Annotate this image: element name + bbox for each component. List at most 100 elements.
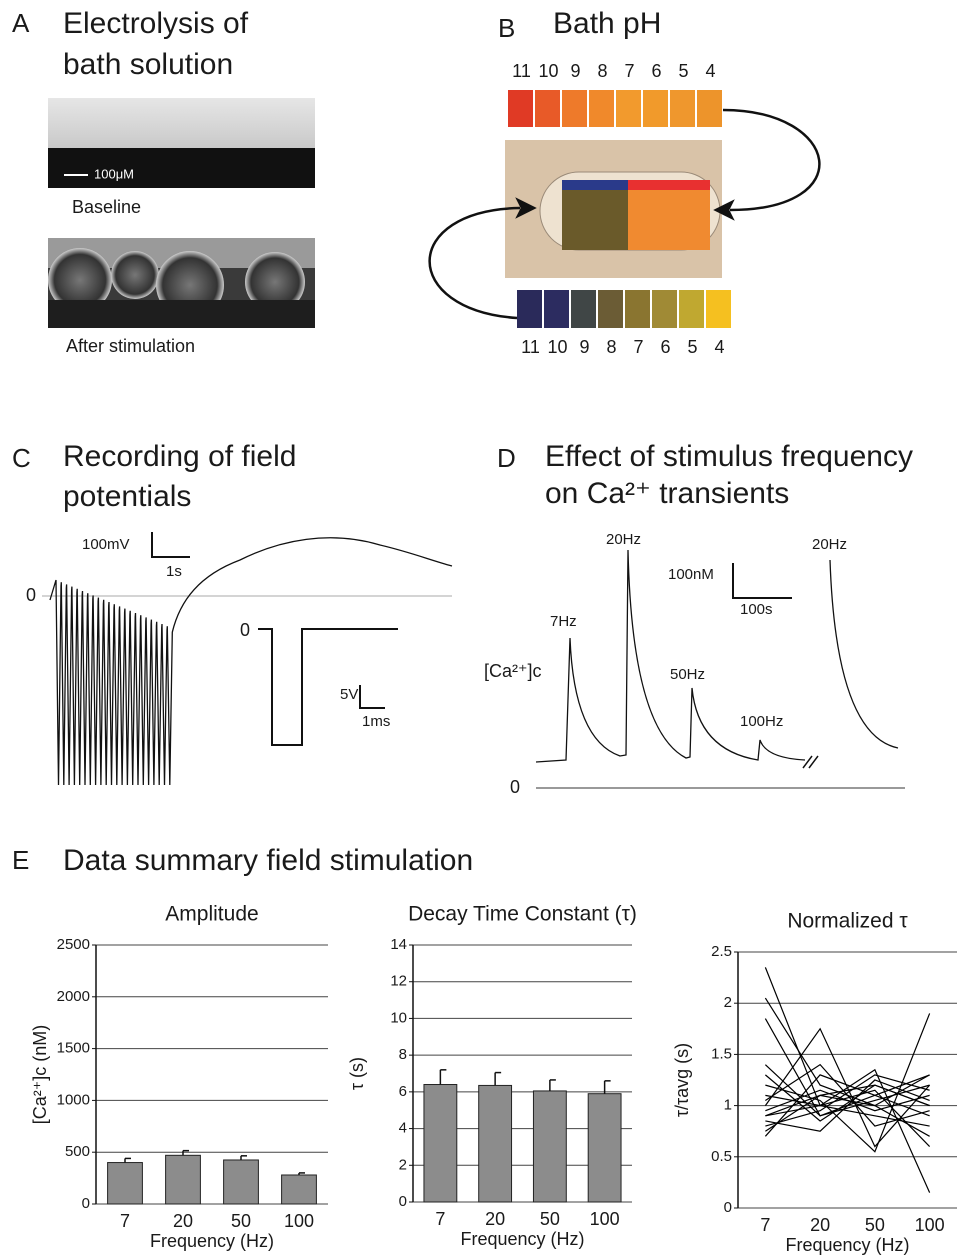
ph-swatch xyxy=(652,290,677,328)
scale-bar-label: 100nM xyxy=(668,566,714,583)
bar xyxy=(223,1159,259,1205)
y-tick-label: 2.5 xyxy=(711,943,732,960)
series-line xyxy=(764,1074,930,1137)
ph-swatch xyxy=(616,90,641,127)
y-tick-label: 10 xyxy=(390,1009,407,1026)
panel-letter: D xyxy=(497,443,516,473)
field-potential-trace xyxy=(49,537,453,786)
panel-title: bath solution xyxy=(63,48,233,81)
ph-swatch xyxy=(562,90,587,127)
ph-label: 9 xyxy=(570,61,580,81)
x-tick-label: 100 xyxy=(590,1209,620,1229)
ph-swatch xyxy=(517,290,542,328)
panel-title: on Ca²⁺ transients xyxy=(545,477,789,510)
y-tick-label: 14 xyxy=(390,936,407,953)
bar xyxy=(532,1090,567,1203)
x-axis-label: Frequency (Hz) xyxy=(460,1229,584,1249)
panel-letter: C xyxy=(12,443,31,473)
ph-swatch xyxy=(679,290,704,328)
ph-label: 5 xyxy=(678,61,688,81)
peak-label: 100Hz xyxy=(740,713,783,730)
panel-letter: B xyxy=(498,13,515,43)
scale-bar xyxy=(151,532,190,558)
peak-label: 50Hz xyxy=(670,666,705,683)
series-line xyxy=(764,1018,930,1117)
peak-label: 7Hz xyxy=(550,613,577,630)
chart-title: Normalized τ xyxy=(787,910,908,933)
ph-label: 8 xyxy=(597,61,607,81)
ph-swatch xyxy=(535,90,560,127)
ph-label: 10 xyxy=(538,61,558,81)
stimulus-trace xyxy=(258,628,398,746)
ph-label: 8 xyxy=(606,337,616,357)
bar xyxy=(587,1093,622,1203)
photo-after xyxy=(48,238,315,328)
x-tick-label: 50 xyxy=(540,1209,560,1229)
x-tick-label: 20 xyxy=(173,1211,193,1231)
y-axis-label: τ (s) xyxy=(347,1057,367,1090)
y-tick-label: 0 xyxy=(399,1193,407,1210)
y-label: [Ca²⁺]c xyxy=(484,661,542,681)
panel-title: Data summary field stimulation xyxy=(63,844,473,877)
peak-label: 20Hz xyxy=(812,536,847,553)
x-tick-label: 7 xyxy=(435,1209,445,1229)
x-tick-label: 20 xyxy=(485,1209,505,1229)
caption: Baseline xyxy=(72,197,141,217)
arrows xyxy=(428,108,821,320)
ph-label: 4 xyxy=(714,337,724,357)
x-tick-label: 50 xyxy=(231,1211,251,1231)
y-tick-label: 0 xyxy=(82,1195,90,1212)
y-tick-label: 0.5 xyxy=(711,1148,732,1165)
ph-label: 10 xyxy=(547,337,567,357)
y-tick-label: 1500 xyxy=(57,1040,90,1057)
chart-title: Decay Time Constant (τ) xyxy=(408,903,637,926)
caption: After stimulation xyxy=(66,336,195,356)
ph-label: 9 xyxy=(579,337,589,357)
y-axis-label: [Ca²⁺]c (nM) xyxy=(30,1025,50,1125)
y-tick-label: 12 xyxy=(390,973,407,990)
ph-swatch xyxy=(598,290,623,328)
series-line xyxy=(765,1089,931,1147)
x-axis-label: Frequency (Hz) xyxy=(785,1235,909,1255)
y-axis-label: τ/τavg (s) xyxy=(672,1043,692,1117)
x-axis-label: Frequency (Hz) xyxy=(150,1231,274,1251)
x-tick-label: 100 xyxy=(915,1215,945,1235)
axis-break xyxy=(802,755,819,769)
scale-bar-label: 100mV xyxy=(82,536,130,553)
y-tick-label: 2 xyxy=(724,994,732,1011)
ph-label: 7 xyxy=(624,61,634,81)
ph-label: 11 xyxy=(512,61,531,81)
y-tick-label: 2500 xyxy=(57,936,90,953)
y-tick-label: 2 xyxy=(399,1156,407,1173)
scale-bar-label: 100μM xyxy=(94,166,134,181)
scale-bar-label: 5V xyxy=(340,686,358,703)
series-line xyxy=(764,1074,930,1122)
scale-bar-label: 1ms xyxy=(362,713,390,730)
ph-swatch xyxy=(706,290,731,328)
ph-swatch xyxy=(643,90,668,127)
ph-label: 6 xyxy=(651,61,661,81)
y-tick-label: 2000 xyxy=(57,988,90,1005)
y-tick-label: 4 xyxy=(399,1120,407,1137)
ph-swatch xyxy=(697,90,722,127)
y-tick-label: 1.5 xyxy=(711,1045,732,1062)
panel-title: Bath pH xyxy=(553,7,661,40)
scale-bar-label: 100s xyxy=(740,601,773,618)
ph-swatch xyxy=(508,90,533,127)
panel-letter: A xyxy=(12,8,30,38)
ph-swatch xyxy=(571,290,596,328)
ph-label: 6 xyxy=(660,337,670,357)
x-tick-label: 20 xyxy=(810,1215,830,1235)
series-line xyxy=(765,1013,931,1153)
panel-letter: E xyxy=(12,845,29,875)
ph-swatch xyxy=(670,90,695,127)
scale-bar-label: 1s xyxy=(166,563,182,580)
ph-label: 5 xyxy=(687,337,697,357)
photo-baseline xyxy=(48,98,315,188)
panel-title: Recording of field xyxy=(63,440,296,473)
zero-label: 0 xyxy=(26,585,36,605)
scale-bar xyxy=(732,563,792,599)
y-tick-label: 8 xyxy=(399,1046,407,1063)
y-tick-label: 500 xyxy=(65,1143,90,1160)
scale-bar xyxy=(359,685,385,709)
